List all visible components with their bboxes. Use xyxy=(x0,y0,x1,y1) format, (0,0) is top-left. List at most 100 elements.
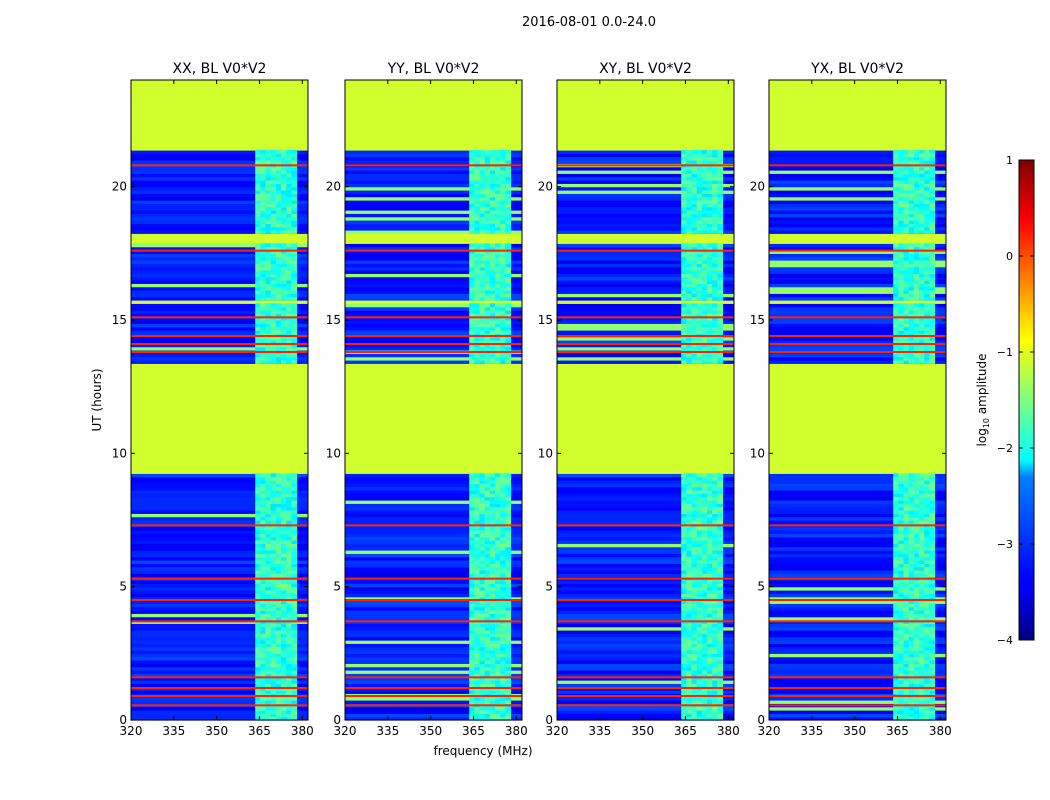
heatmap-band-cell xyxy=(286,293,292,298)
heatmap-band-cell xyxy=(505,293,512,298)
heatmap-band-cell xyxy=(286,313,292,318)
heatmap-band-cell xyxy=(474,353,481,358)
heatmap-band-cell xyxy=(489,360,496,364)
heatmap-band-cell xyxy=(707,330,713,334)
heatmap-row xyxy=(131,426,308,431)
heatmap-band-cell xyxy=(681,346,687,351)
heatmap-band-cell xyxy=(691,486,698,491)
heatmap-band-cell xyxy=(898,616,905,621)
heatmap-row xyxy=(769,550,946,554)
heatmap-band-cell xyxy=(505,573,512,578)
heatmap-band-cell xyxy=(903,640,910,644)
heatmap-band-cell xyxy=(479,663,486,668)
heatmap-band-cell xyxy=(696,276,703,281)
heatmap-band-cell xyxy=(260,613,267,618)
x-tick-label: 350 xyxy=(631,724,654,738)
heatmap-band-cell xyxy=(893,496,899,501)
heatmap-band-cell xyxy=(469,180,475,184)
heatmap-band-cell xyxy=(479,173,486,178)
heatmap-band-cell xyxy=(903,610,910,614)
heatmap-band-cell xyxy=(903,280,910,284)
heatmap-band-cell xyxy=(898,596,905,601)
heatmap-band-cell xyxy=(924,710,930,714)
heatmap-band-cell xyxy=(469,680,475,684)
heatmap-row xyxy=(769,680,946,684)
heatmap-band-cell xyxy=(270,173,277,178)
heatmap-band-cell xyxy=(260,573,267,578)
heatmap-row xyxy=(769,273,946,278)
heatmap-band-cell xyxy=(701,670,708,674)
heatmap-band-cell xyxy=(903,570,910,574)
heatmap-band-cell xyxy=(469,290,475,294)
heatmap-band-cell xyxy=(275,180,282,184)
heatmap-band-cell xyxy=(474,550,481,554)
heatmap-band-cell xyxy=(469,670,475,674)
heatmap-band-cell xyxy=(281,230,287,234)
heatmap-row xyxy=(131,90,308,94)
heatmap-band-cell xyxy=(903,293,910,298)
heatmap-band-cell xyxy=(893,713,899,718)
heatmap-band-cell xyxy=(495,573,501,578)
heatmap-row xyxy=(557,476,734,481)
heatmap-band-cell xyxy=(260,360,267,364)
heatmap-band-cell xyxy=(681,156,687,161)
heatmap-band-cell xyxy=(275,250,282,254)
heatmap-band-cell xyxy=(275,530,282,534)
heatmap-band-cell xyxy=(495,580,501,584)
heatmap-band-cell xyxy=(286,570,292,574)
heatmap-band-cell xyxy=(701,316,708,321)
heatmap-band-cell xyxy=(924,650,930,654)
heatmap-band-cell xyxy=(908,716,915,721)
heatmap-band-cell xyxy=(717,603,724,608)
heatmap-row xyxy=(345,106,522,111)
heatmap-band-cell xyxy=(701,220,708,224)
rfi-line xyxy=(557,620,734,623)
heatmap-band-cell xyxy=(495,186,501,191)
heatmap-band-cell xyxy=(686,680,693,684)
heatmap-row xyxy=(345,133,522,138)
heatmap-band-cell xyxy=(489,630,496,634)
heatmap-band-cell xyxy=(474,560,481,564)
heatmap-band-cell xyxy=(681,216,687,221)
heatmap-band-cell xyxy=(893,593,899,598)
heatmap-band-cell xyxy=(696,570,703,574)
heatmap-band-cell xyxy=(265,516,272,521)
heatmap-band-cell xyxy=(913,710,920,714)
heatmap-band-cell xyxy=(500,220,506,224)
heatmap-row xyxy=(131,423,308,428)
heatmap-band-cell xyxy=(924,500,930,504)
heatmap-band-cell xyxy=(913,286,920,291)
heatmap-row xyxy=(557,330,734,334)
heatmap-band-cell xyxy=(712,283,718,288)
heatmap-band-cell xyxy=(500,533,506,538)
heatmap-band-cell xyxy=(265,656,272,661)
heatmap-band-cell xyxy=(686,230,693,234)
heatmap-band-cell xyxy=(913,550,920,554)
heatmap-band-cell xyxy=(489,200,496,204)
heatmap-band-cell xyxy=(691,533,698,538)
heatmap-band-cell xyxy=(707,476,713,481)
heatmap-band-cell xyxy=(479,623,486,628)
heatmap-band-cell xyxy=(717,653,724,658)
heatmap-band-cell xyxy=(291,520,298,524)
heatmap-band-cell xyxy=(691,213,698,218)
heatmap-row xyxy=(769,223,946,228)
heatmap-band-cell xyxy=(505,186,512,191)
heatmap-band-cell xyxy=(275,246,282,251)
heatmap-band-cell xyxy=(286,256,292,261)
heatmap-band-cell xyxy=(489,490,496,494)
heatmap-row xyxy=(345,536,522,541)
heatmap-row xyxy=(769,393,946,398)
heatmap-row xyxy=(345,670,522,674)
heatmap-row xyxy=(769,293,946,298)
heatmap-band-cell xyxy=(484,476,491,481)
heatmap-band-cell xyxy=(281,493,287,498)
heatmap-band-cell xyxy=(500,506,506,511)
heatmap-band-cell xyxy=(291,616,298,621)
heatmap-band-cell xyxy=(469,626,475,631)
heatmap-band-cell xyxy=(717,593,724,598)
heatmap-band-cell xyxy=(924,553,930,558)
heatmap-band-cell xyxy=(260,303,267,308)
heatmap-row xyxy=(769,433,946,438)
heatmap-band-cell xyxy=(712,316,718,321)
